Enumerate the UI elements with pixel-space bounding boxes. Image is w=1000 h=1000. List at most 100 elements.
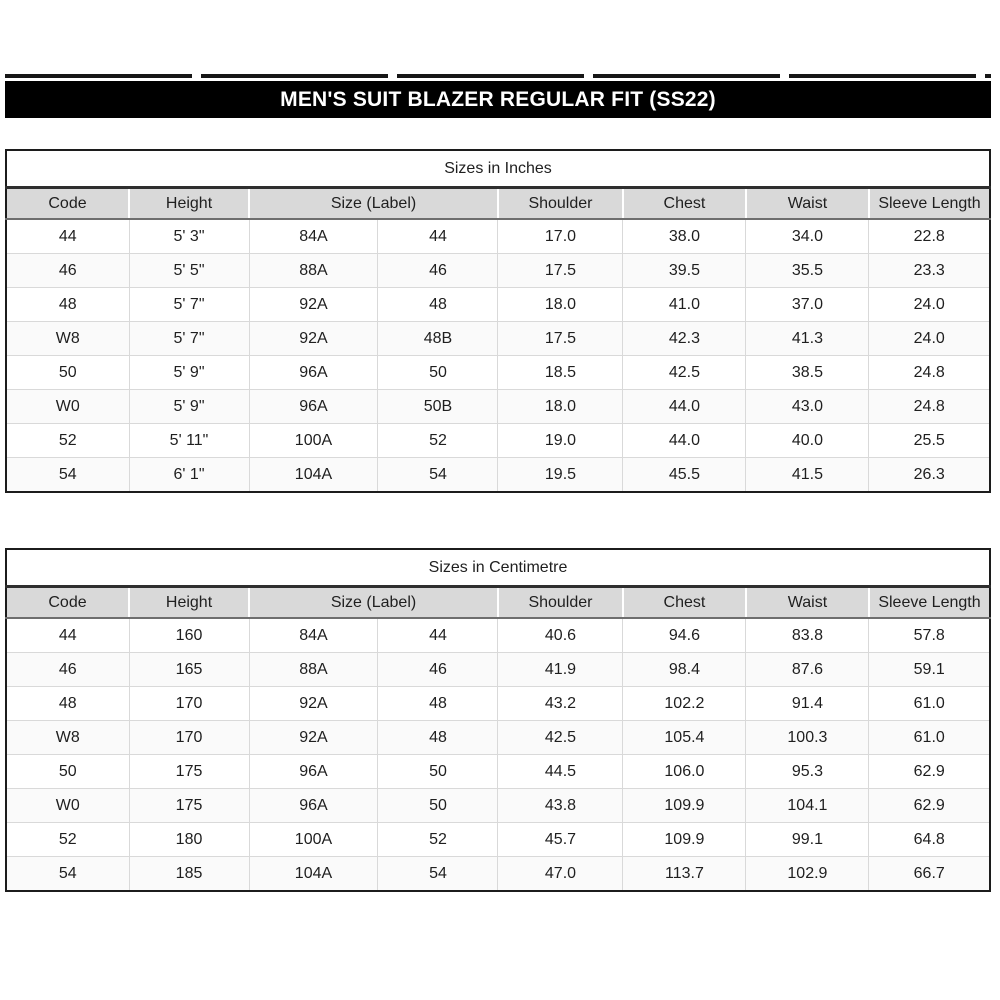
table-cell: 5' 9"	[128, 389, 250, 424]
column-header-shoulder: Shoulder	[496, 187, 623, 220]
table-cell: 104A	[248, 856, 379, 892]
table-cell: 102.2	[622, 686, 747, 721]
sizes-in-centimetre-table: Sizes in Centimetre Code Height Size (La…	[5, 548, 991, 892]
table-cell: 52	[5, 423, 130, 458]
table-cell: 92A	[248, 321, 379, 356]
table-cell: 35.5	[745, 253, 870, 288]
table-cell: 50	[377, 355, 499, 390]
table-cell: 46	[377, 652, 499, 687]
table-cell: 37.0	[745, 287, 870, 322]
table-cell: 88A	[248, 652, 379, 687]
table-cell: 54	[5, 856, 130, 892]
table-cell: 45.5	[622, 457, 747, 493]
column-header-height: Height	[127, 586, 250, 619]
column-header-waist: Waist	[744, 187, 869, 220]
table-cell: 50	[377, 754, 499, 789]
table-cell: 160	[128, 617, 250, 653]
table-cell: 175	[128, 788, 250, 823]
table-cell: 52	[377, 423, 499, 458]
table-cell: 165	[128, 652, 250, 687]
table-cell: W8	[5, 321, 130, 356]
table-cell: 42.3	[622, 321, 747, 356]
table-cell: 100A	[248, 822, 379, 857]
table-cell: 44.5	[497, 754, 624, 789]
table-cell: 96A	[248, 389, 379, 424]
table-row: 50 5' 9" 96A 50 18.5 42.5 38.5 24.8	[5, 355, 991, 390]
table-cell: 104.1	[745, 788, 870, 823]
inches-table-body: 44 5' 3" 84A 44 17.0 38.0 34.0 22.8 46 5' 5" 88A 46…	[5, 218, 991, 493]
table-cell: 185	[128, 856, 250, 892]
table-cell: 50	[5, 754, 130, 789]
table-cell: 24.8	[868, 355, 991, 390]
table-cell: 5' 11"	[128, 423, 250, 458]
table-cell: 96A	[248, 355, 379, 390]
table-cell: 61.0	[868, 720, 991, 755]
table-row: W0 5' 9" 96A 50B 18.0 44.0 43.0 24.8	[5, 389, 991, 424]
table-row: W0 175 96A 50 43.8 109.9 104.1 62.9	[5, 788, 991, 823]
table-cell: 100.3	[745, 720, 870, 755]
table-cell: 96A	[248, 788, 379, 823]
table-row: 54 6' 1" 104A 54 19.5 45.5 41.5 26.3	[5, 457, 991, 493]
table-cell: 46	[5, 652, 130, 687]
table-row: 48 5' 7" 92A 48 18.0 41.0 37.0 24.0	[5, 287, 991, 322]
table-cell: 54	[5, 457, 130, 493]
column-header-code: Code	[6, 586, 129, 619]
table-caption-row: Sizes in Inches	[6, 150, 990, 189]
table-cell: 54	[377, 856, 499, 892]
title-banner: MEN'S SUIT BLAZER REGULAR FIT (SS22)	[5, 81, 991, 118]
top-dashed-rule	[5, 74, 991, 78]
table-cell: 94.6	[622, 617, 747, 653]
table-cell: 92A	[248, 287, 379, 322]
table-cell: 84A	[248, 218, 379, 254]
table-row: W8 170 92A 48 42.5 105.4 100.3 61.0	[5, 720, 991, 755]
table-cell: 91.4	[745, 686, 870, 721]
table-caption: Sizes in Centimetre	[6, 549, 990, 588]
table-row: 52 180 100A 52 45.7 109.9 99.1 64.8	[5, 822, 991, 857]
table-cell: 5' 7"	[128, 321, 250, 356]
table-cell: 41.5	[745, 457, 870, 493]
spacer	[5, 493, 991, 548]
table-cell: 170	[128, 720, 250, 755]
table-cell: 96A	[248, 754, 379, 789]
column-header-shoulder: Shoulder	[496, 586, 623, 619]
table-row: 52 5' 11" 100A 52 19.0 44.0 40.0 25.5	[5, 423, 991, 458]
table-cell: 19.0	[497, 423, 624, 458]
table-cell: 66.7	[868, 856, 991, 892]
table-cell: 26.3	[868, 457, 991, 493]
table-cell: 6' 1"	[128, 457, 250, 493]
table-cell: 41.3	[745, 321, 870, 356]
table-cell: 42.5	[497, 720, 624, 755]
table-cell: 47.0	[497, 856, 624, 892]
table-header-row: Code Height Size (Label) Shoulder Chest …	[6, 586, 990, 619]
table-cell: 61.0	[868, 686, 991, 721]
table-cell: 50B	[377, 389, 499, 424]
table-cell: 41.0	[622, 287, 747, 322]
table-cell: W0	[5, 389, 130, 424]
table-row: 46 165 88A 46 41.9 98.4 87.6 59.1	[5, 652, 991, 687]
table-cell: 48	[5, 287, 130, 322]
table-cell: 24.8	[868, 389, 991, 424]
table-cell: 38.0	[622, 218, 747, 254]
table-cell: 113.7	[622, 856, 747, 892]
table-cell: 44	[377, 218, 499, 254]
table-cell: 46	[5, 253, 130, 288]
table-cell: 17.0	[497, 218, 624, 254]
table-cell: 44.0	[622, 423, 747, 458]
table-cell: 100A	[248, 423, 379, 458]
table-cell: 48	[377, 287, 499, 322]
table-cell: 40.0	[745, 423, 870, 458]
table-cell: 43.0	[745, 389, 870, 424]
table-cell: 62.9	[868, 788, 991, 823]
column-header-size-label: Size (Label)	[248, 187, 498, 220]
table-cell: 109.9	[622, 788, 747, 823]
table-cell: 39.5	[622, 253, 747, 288]
table-cell: 38.5	[745, 355, 870, 390]
table-cell: 102.9	[745, 856, 870, 892]
table-cell: 88A	[248, 253, 379, 288]
table-cell: 44.0	[622, 389, 747, 424]
page-title: MEN'S SUIT BLAZER REGULAR FIT (SS22)	[280, 87, 716, 111]
table-cell: 59.1	[868, 652, 991, 687]
table-cell: 50	[377, 788, 499, 823]
table-cell: 83.8	[745, 617, 870, 653]
table-cell: 22.8	[868, 218, 991, 254]
